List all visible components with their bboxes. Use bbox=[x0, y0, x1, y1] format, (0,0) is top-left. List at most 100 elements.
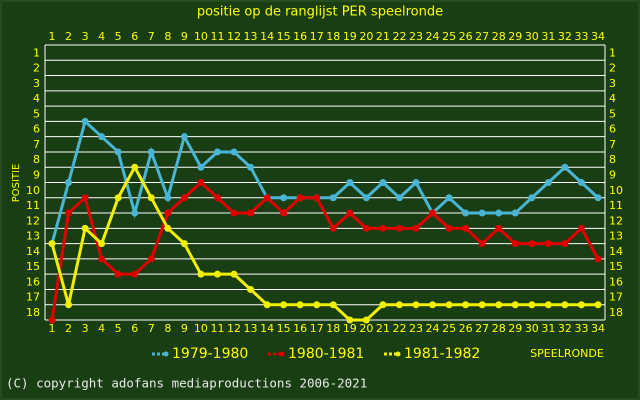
data-point bbox=[379, 301, 387, 309]
data-point bbox=[544, 240, 552, 248]
data-point bbox=[412, 301, 420, 309]
x-tick-label: 23 bbox=[409, 322, 423, 335]
x-tick-label: 25 bbox=[442, 30, 456, 43]
x-tick-label: 24 bbox=[426, 30, 440, 43]
footer: (C) copyright adofans mediaproductions 2… bbox=[6, 376, 367, 391]
x-tick-label: 30 bbox=[525, 322, 539, 335]
y-tick-label: 4 bbox=[609, 92, 616, 105]
data-point bbox=[48, 316, 56, 324]
data-point bbox=[131, 209, 139, 217]
y-tick-label: 2 bbox=[609, 62, 616, 75]
y-tick-label: 6 bbox=[609, 123, 616, 136]
x-tick-label: 22 bbox=[392, 30, 406, 43]
chart-title: positie op de ranglijst PER speelronde bbox=[197, 5, 443, 20]
x-tick-label: 1 bbox=[49, 322, 56, 335]
x-tick-label: 16 bbox=[293, 322, 307, 335]
x-tick-label: 3 bbox=[82, 30, 89, 43]
data-point bbox=[511, 301, 519, 309]
data-point bbox=[180, 240, 188, 248]
x-tick-label: 16 bbox=[293, 30, 307, 43]
x-tick-label: 26 bbox=[459, 30, 473, 43]
x-tick-label: 19 bbox=[343, 30, 357, 43]
data-point bbox=[98, 240, 106, 248]
data-point bbox=[511, 240, 519, 248]
data-point bbox=[197, 179, 205, 186]
x-tick-label: 6 bbox=[131, 30, 138, 43]
x-tick-label: 33 bbox=[574, 322, 588, 335]
data-point bbox=[329, 301, 337, 309]
y-tick-label: 2 bbox=[33, 62, 40, 75]
x-tick-label: 28 bbox=[492, 30, 506, 43]
data-point bbox=[213, 148, 221, 156]
x-tick-label: 13 bbox=[244, 322, 258, 335]
x-tick-label: 21 bbox=[376, 30, 390, 43]
legend-label: 1979-1980 bbox=[172, 346, 248, 362]
data-point bbox=[81, 194, 89, 202]
data-point bbox=[213, 270, 221, 278]
data-point bbox=[329, 224, 337, 232]
data-point bbox=[313, 301, 321, 309]
y-tick-label: 17 bbox=[609, 291, 623, 304]
x-tick-label: 15 bbox=[277, 322, 291, 335]
x-tick-label: 32 bbox=[558, 322, 572, 335]
x-tick-label: 11 bbox=[210, 322, 224, 335]
data-point bbox=[114, 148, 122, 156]
data-point bbox=[528, 240, 536, 248]
x-tick-label: 29 bbox=[508, 322, 522, 335]
x-tick-label: 4 bbox=[98, 322, 105, 335]
data-point bbox=[98, 255, 106, 263]
x-tick-label: 24 bbox=[426, 322, 440, 335]
y-tick-label: 7 bbox=[33, 138, 40, 151]
data-point bbox=[131, 270, 139, 278]
x-tick-label: 9 bbox=[181, 322, 188, 335]
y-tick-label: 3 bbox=[33, 77, 40, 90]
x-tick-label: 21 bbox=[376, 322, 390, 335]
x-tick-label: 27 bbox=[475, 322, 489, 335]
data-point bbox=[577, 224, 585, 232]
data-point bbox=[511, 209, 519, 217]
y-tick-label: 7 bbox=[609, 138, 616, 151]
y-tick-label: 8 bbox=[609, 153, 616, 166]
data-point bbox=[395, 194, 403, 202]
data-point bbox=[313, 194, 321, 202]
x-axis-label: SPEELRONDE bbox=[530, 347, 604, 360]
data-point bbox=[561, 240, 569, 248]
data-point bbox=[147, 148, 155, 156]
y-tick-label: 1 bbox=[609, 46, 616, 59]
data-point bbox=[296, 301, 304, 309]
y-tick-label: 3 bbox=[609, 77, 616, 90]
y-tick-label: 18 bbox=[26, 306, 40, 319]
data-point bbox=[280, 209, 288, 217]
x-tick-label: 10 bbox=[194, 322, 208, 335]
data-point bbox=[577, 179, 585, 186]
data-point bbox=[362, 224, 370, 232]
data-point bbox=[164, 194, 172, 202]
data-point bbox=[230, 270, 238, 278]
y-tick-label: 16 bbox=[26, 275, 40, 288]
y-tick-label: 6 bbox=[33, 123, 40, 136]
data-point bbox=[544, 301, 552, 309]
x-tick-label: 27 bbox=[475, 30, 489, 43]
x-tick-label: 22 bbox=[392, 322, 406, 335]
x-tick-label: 28 bbox=[492, 322, 506, 335]
x-tick-label: 7 bbox=[148, 322, 155, 335]
data-point bbox=[180, 194, 188, 202]
data-point bbox=[147, 255, 155, 263]
x-tick-label: 25 bbox=[442, 322, 456, 335]
legend-label: 1980-1981 bbox=[288, 346, 364, 362]
y-tick-label: 5 bbox=[33, 107, 40, 120]
data-point bbox=[412, 179, 420, 186]
y-axis-label: POSITIE bbox=[11, 164, 22, 203]
data-point bbox=[230, 209, 238, 217]
data-point bbox=[561, 301, 569, 309]
data-point bbox=[478, 240, 486, 248]
data-point bbox=[478, 301, 486, 309]
legend-marker bbox=[395, 351, 401, 357]
data-point bbox=[594, 194, 602, 202]
x-tick-label: 33 bbox=[574, 30, 588, 43]
data-point bbox=[98, 133, 106, 141]
data-point bbox=[263, 301, 271, 309]
x-tick-label: 9 bbox=[181, 30, 188, 43]
x-tick-label: 8 bbox=[164, 322, 171, 335]
